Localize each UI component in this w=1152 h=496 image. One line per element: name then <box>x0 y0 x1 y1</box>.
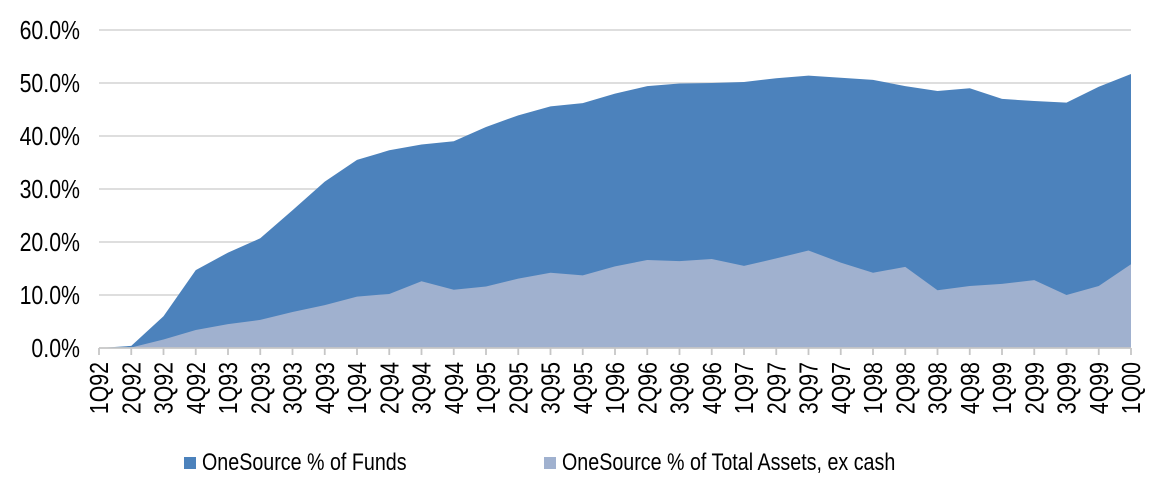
x-axis-label: 4Q94 <box>440 362 470 414</box>
x-axis-label: 3Q93 <box>279 362 309 414</box>
y-axis-label: 20.0% <box>20 228 80 258</box>
x-axis-label: 1Q96 <box>601 362 631 414</box>
x-axis-label: 1Q99 <box>988 362 1018 414</box>
x-axis-label: 3Q95 <box>537 362 567 414</box>
legend-label-assets: OneSource % of Total Assets, ex cash <box>561 449 895 476</box>
area-chart: 0.0% 10.0% 20.0% 30.0% 40.0% 50.0% 60.0% 1Q92 2Q… <box>0 16 1152 477</box>
legend-swatch-funds-icon <box>184 457 197 469</box>
y-axis-label: 40.0% <box>20 122 80 152</box>
legend-label-funds: OneSource % of Funds <box>202 449 407 476</box>
x-axis-label: 4Q98 <box>956 362 986 414</box>
x-axis-label: 2Q94 <box>375 362 405 414</box>
x-axis-label: 1Q00 <box>1117 362 1147 414</box>
x-axis-label: 3Q97 <box>795 362 825 414</box>
y-axis-label: 60.0% <box>20 16 80 46</box>
x-axis-label: 2Q95 <box>504 362 534 414</box>
legend-swatch-assets-icon <box>543 457 556 469</box>
y-axis-label: 30.0% <box>20 175 80 205</box>
x-axis-label: 2Q96 <box>633 362 663 414</box>
x-axis-label: 4Q97 <box>827 362 857 414</box>
x-axis-label: 2Q97 <box>762 362 792 414</box>
x-axis-label: 1Q92 <box>85 362 115 414</box>
x-axis-label: 3Q99 <box>1053 362 1083 414</box>
x-axis-label: 4Q96 <box>698 362 728 414</box>
chart-legend: OneSource % of Funds OneSource % of Tota… <box>0 449 1152 477</box>
x-axis-label: 3Q96 <box>666 362 696 414</box>
x-axis-label: 4Q95 <box>569 362 599 414</box>
x-axis-label: 1Q97 <box>730 362 760 414</box>
legend-item-funds: OneSource % of Funds <box>184 449 451 477</box>
x-axis-label: 4Q93 <box>311 362 341 414</box>
x-axis-label: 1Q93 <box>214 362 244 414</box>
x-axis-label: 3Q92 <box>150 362 180 414</box>
x-axis-label: 2Q93 <box>246 362 276 414</box>
x-axis-label: 1Q94 <box>343 362 373 414</box>
x-axis-label: 2Q92 <box>117 362 147 414</box>
x-axis-label: 2Q98 <box>891 362 921 414</box>
chart-canvas: 0.0%10.0%20.0%30.0%40.0%50.0%60.0%1Q92 2Q… <box>20 16 1147 414</box>
x-axis-label: 4Q92 <box>182 362 212 414</box>
y-axis-label: 50.0% <box>20 69 80 99</box>
x-axis-label: 3Q94 <box>408 362 438 414</box>
x-axis-label: 1Q98 <box>859 362 889 414</box>
y-axis-label: 10.0% <box>20 281 80 311</box>
x-axis-label: 4Q99 <box>1085 362 1115 414</box>
assets-area <box>99 250 1131 348</box>
x-axis-label: 1Q95 <box>472 362 502 414</box>
y-axis-label: 0.0% <box>31 334 80 364</box>
x-axis-label: 2Q99 <box>1020 362 1050 414</box>
x-axis-label: 3Q98 <box>924 362 954 414</box>
legend-item-assets: OneSource % of Total Assets, ex cash <box>543 449 968 477</box>
